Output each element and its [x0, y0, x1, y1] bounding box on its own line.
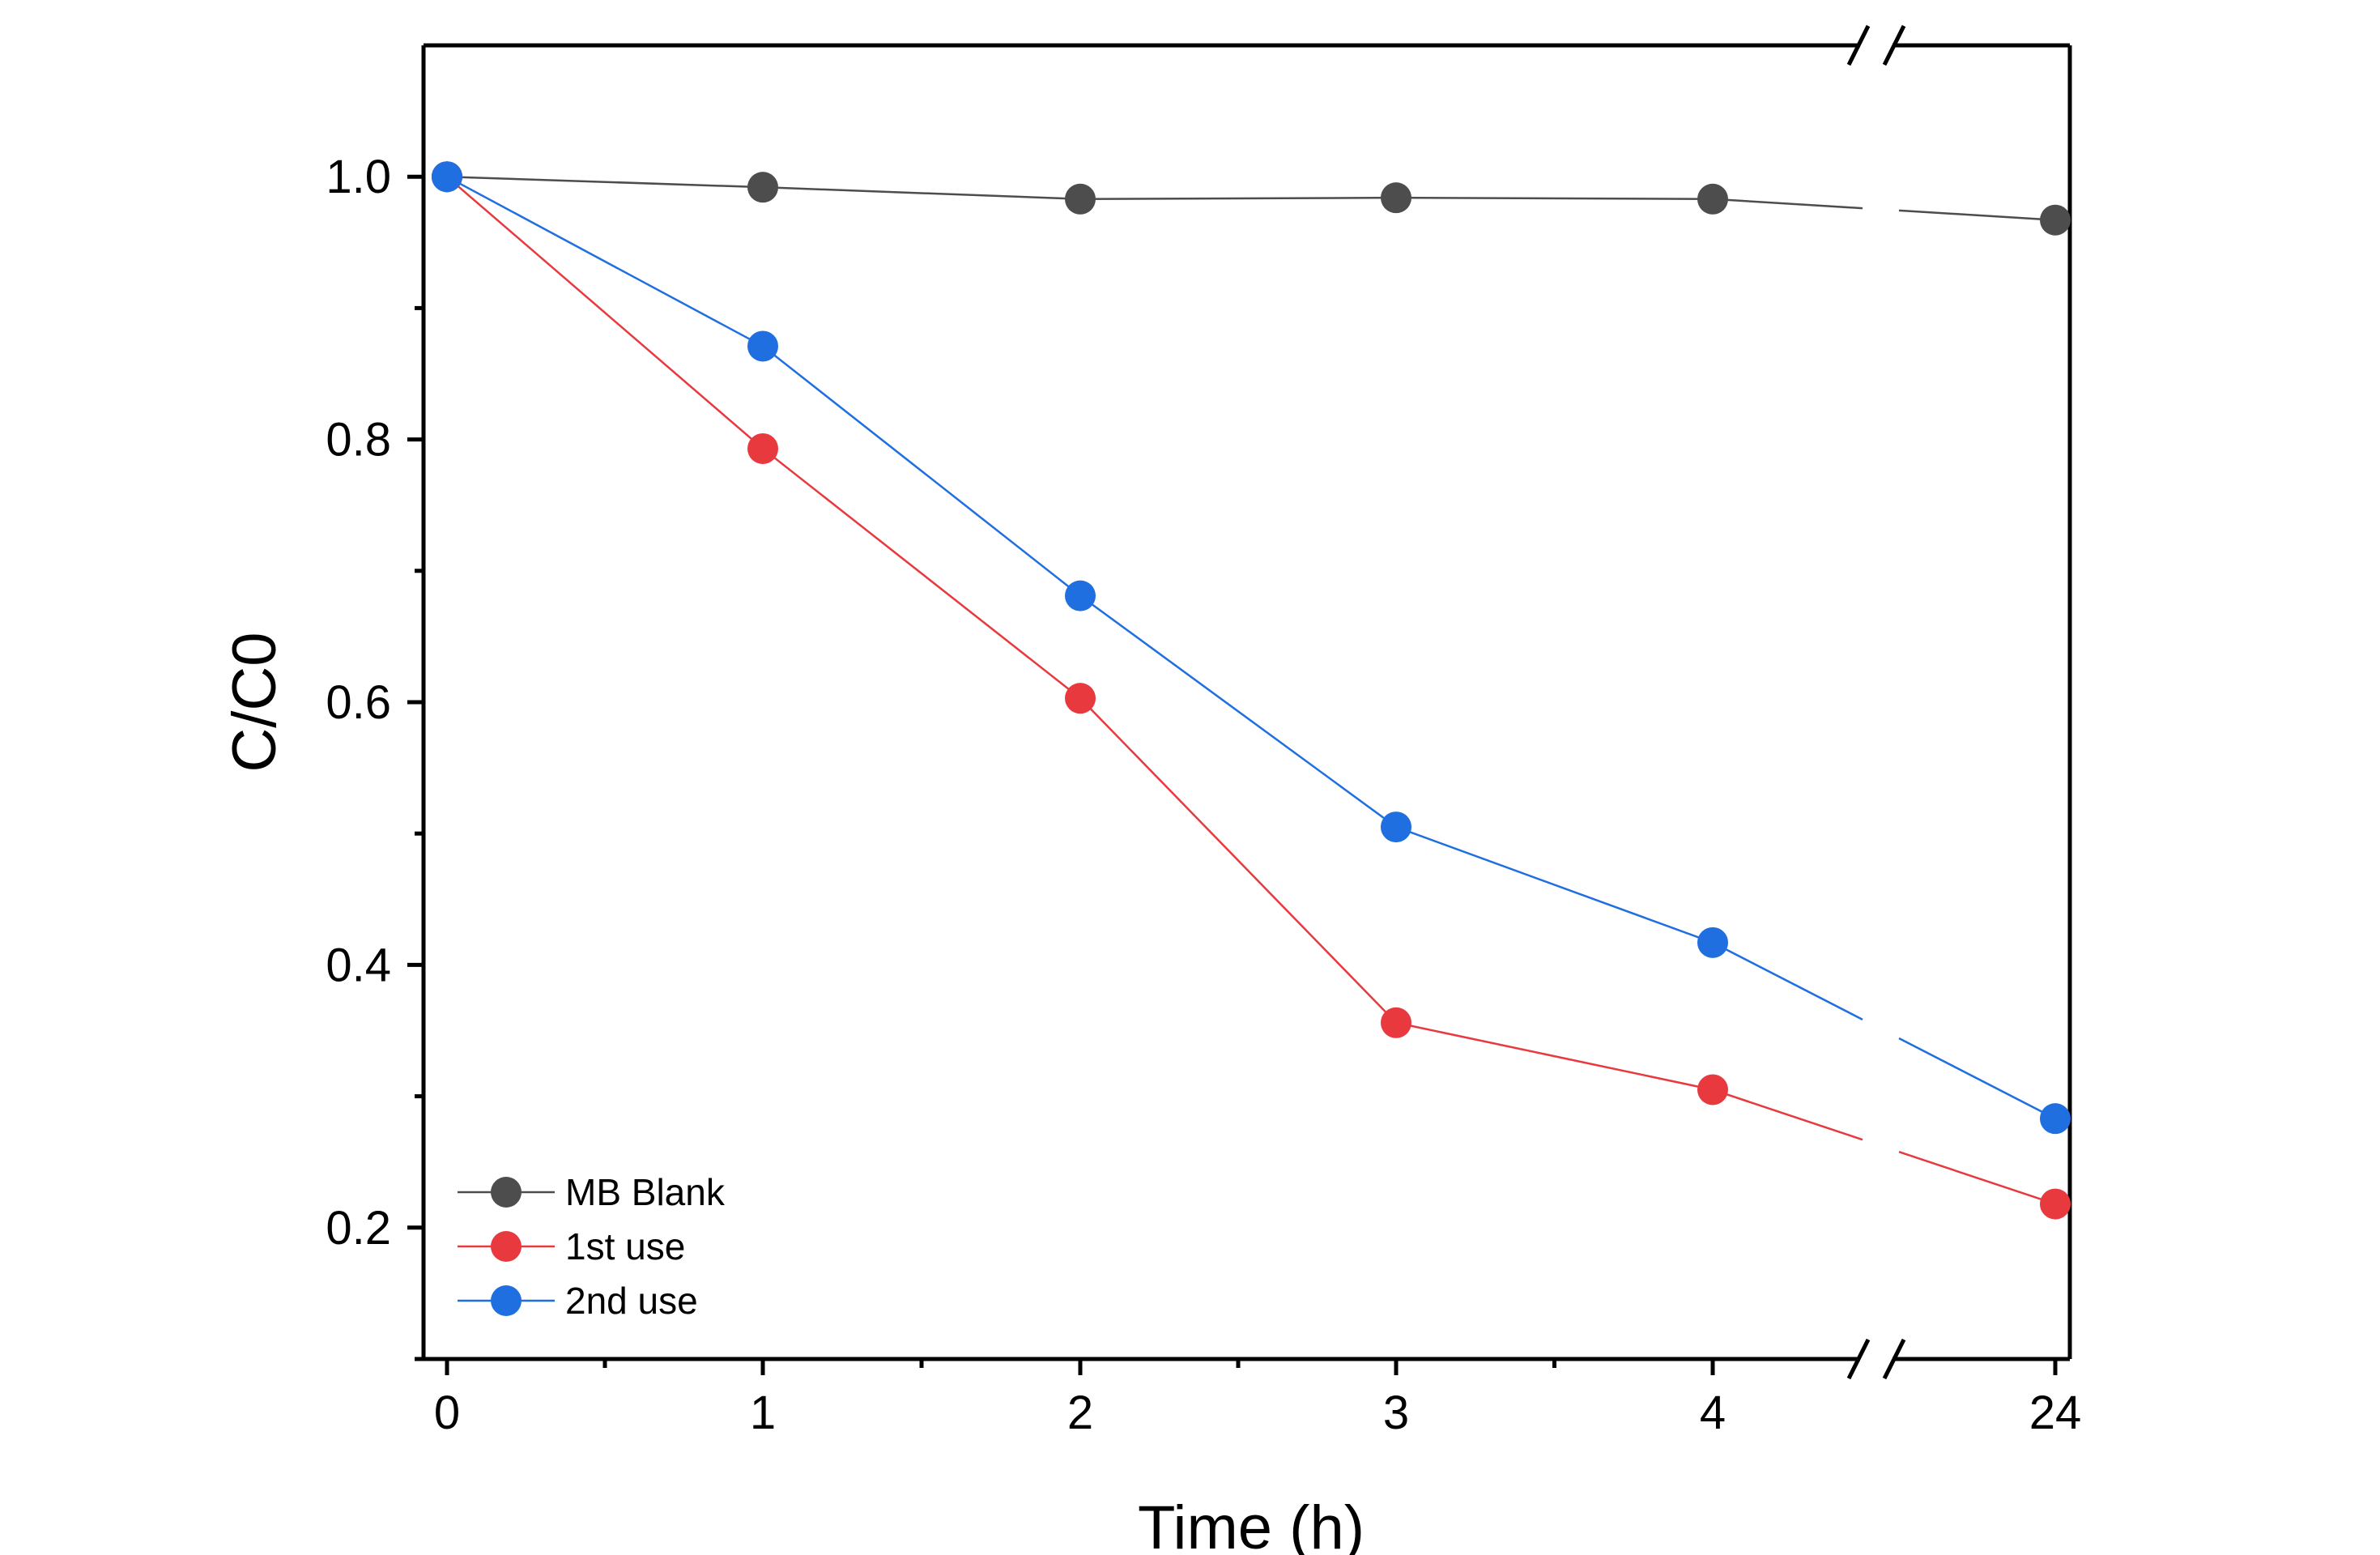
y-tick-label: 0.8 [326, 414, 391, 466]
data-point [1381, 1007, 1411, 1038]
plot-frame [421, 43, 2072, 1361]
data-point [1065, 183, 1096, 215]
legend-label: 1st use [565, 1225, 685, 1267]
series-line-segment [1079, 196, 1397, 201]
series-line-segment [1898, 1151, 2056, 1205]
series-line-segment [1898, 1037, 2056, 1120]
data-point [1065, 580, 1096, 611]
x-tick-label: 2 [1067, 1387, 1093, 1439]
legend-marker [491, 1285, 522, 1316]
x-tick-label: 24 [2029, 1387, 2082, 1439]
series-line-segment [446, 176, 764, 449]
data-point [1065, 683, 1096, 714]
legend-label: 2nd use [565, 1280, 698, 1322]
y-axis-title: C/C0 [220, 632, 289, 772]
series-line-segment [1712, 1088, 1863, 1141]
series-line-segment [1395, 196, 1714, 201]
y-tick-label: 1.0 [326, 151, 391, 203]
break-mark [1846, 1338, 1871, 1380]
legend: MB Blank 1st use 2nd use [458, 1171, 726, 1322]
data-point [747, 330, 778, 362]
data-point [1697, 183, 1728, 215]
data-point [747, 172, 778, 203]
data-point [2040, 1188, 2071, 1220]
y-tick-label: 0.6 [326, 676, 391, 729]
series-line-segment [1712, 941, 1863, 1020]
y-axis-ticks: 0.2 0.4 0.6 0.8 1.0 [326, 151, 424, 1361]
series-line-segment [1898, 209, 2056, 221]
series-line-segment [762, 185, 1081, 201]
y-tick-label: 0.2 [326, 1202, 391, 1255]
break-mark [1846, 24, 1871, 66]
data-point [2040, 204, 2071, 236]
break-mark [1882, 1338, 1906, 1380]
series-line-segment [1395, 1021, 1714, 1091]
x-tick-label: 3 [1383, 1387, 1409, 1439]
y-tick-label: 0.4 [326, 939, 391, 991]
axis-break-marks [1846, 24, 1906, 1380]
break-mark [1882, 24, 1906, 66]
series-line-segment [446, 176, 764, 347]
x-tick-label: 0 [434, 1387, 460, 1439]
data-point [1697, 927, 1728, 958]
x-tick-label: 4 [1700, 1387, 1726, 1439]
series-line-segment [1079, 697, 1397, 1024]
data-point [747, 432, 778, 464]
series-line-segment [1712, 198, 1863, 210]
legend-marker [491, 1231, 522, 1262]
data-point [2040, 1103, 2071, 1135]
series-line-segment [762, 345, 1081, 597]
data-point [432, 161, 462, 193]
series-line-segment [1079, 594, 1397, 829]
x-axis-title: Time (h) [1138, 1493, 1365, 1555]
legend-label: MB Blank [565, 1171, 726, 1213]
data-point [1697, 1074, 1728, 1106]
legend-marker [491, 1177, 522, 1208]
x-tick-label: 1 [750, 1387, 776, 1439]
series-line-segment [762, 447, 1081, 700]
x-axis-ticks: 0 1 2 3 4 24 [434, 1359, 2081, 1439]
series-line-segment [1395, 825, 1714, 944]
series-lines [446, 175, 2056, 1205]
series-markers [432, 161, 2071, 1220]
data-point [1381, 812, 1411, 843]
series-line-segment [446, 175, 764, 189]
data-point [1381, 182, 1411, 214]
